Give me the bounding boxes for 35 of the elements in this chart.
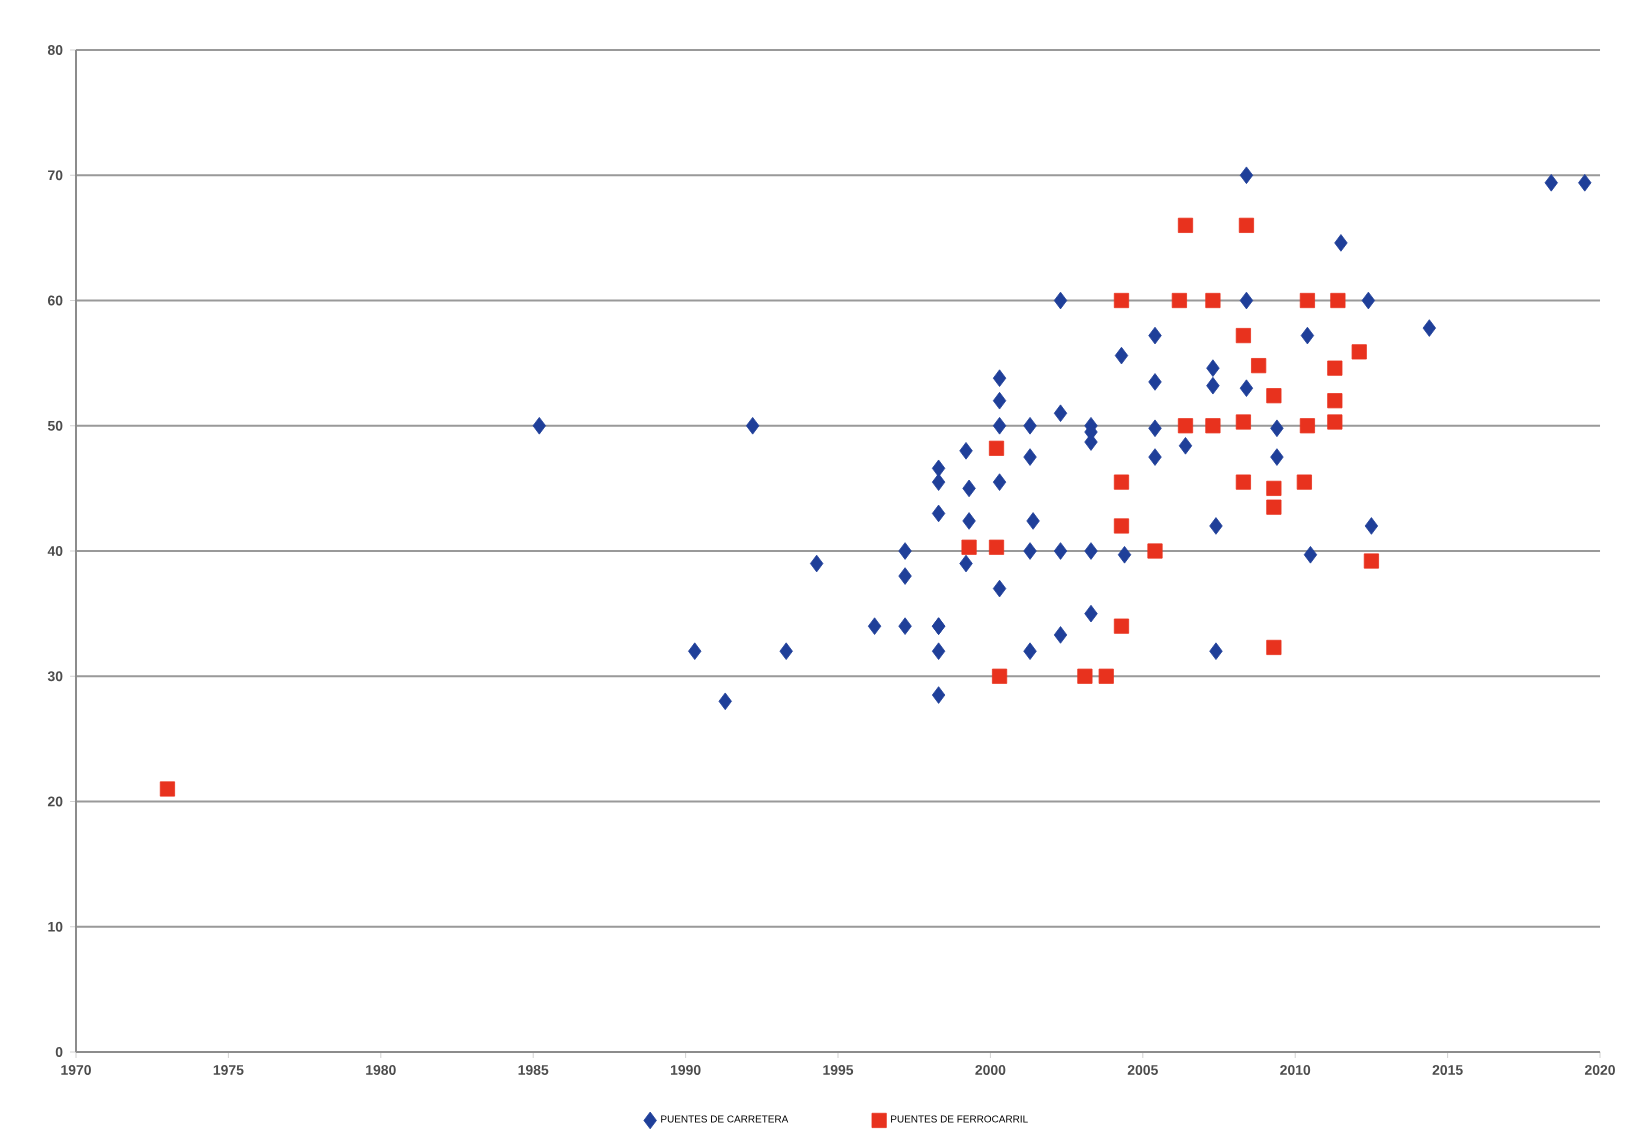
point — [1113, 618, 1130, 634]
point — [1327, 360, 1343, 376]
point — [1113, 518, 1130, 534]
point — [1235, 414, 1251, 430]
point — [1299, 292, 1315, 309]
point — [1147, 543, 1163, 559]
point — [1205, 418, 1221, 434]
point — [988, 440, 1005, 456]
point — [1235, 328, 1251, 344]
point — [1330, 292, 1346, 309]
point — [1363, 553, 1379, 569]
point — [1266, 480, 1282, 496]
point — [1177, 217, 1194, 233]
point — [159, 781, 176, 797]
point — [1098, 668, 1114, 684]
point — [1077, 668, 1093, 684]
point — [991, 668, 1008, 684]
point — [1235, 474, 1251, 490]
point — [1266, 499, 1282, 515]
point — [988, 539, 1005, 555]
point — [1299, 418, 1315, 434]
point — [1205, 292, 1221, 309]
point — [1351, 344, 1367, 360]
point — [1327, 414, 1343, 430]
point — [1113, 474, 1130, 490]
point — [1266, 639, 1282, 656]
point — [1171, 292, 1187, 309]
point — [1327, 393, 1343, 409]
point — [1251, 358, 1267, 374]
point — [961, 539, 977, 555]
point — [1296, 474, 1312, 490]
point — [1266, 388, 1282, 404]
point — [1238, 217, 1255, 233]
point — [1177, 418, 1194, 434]
point — [1113, 292, 1130, 309]
